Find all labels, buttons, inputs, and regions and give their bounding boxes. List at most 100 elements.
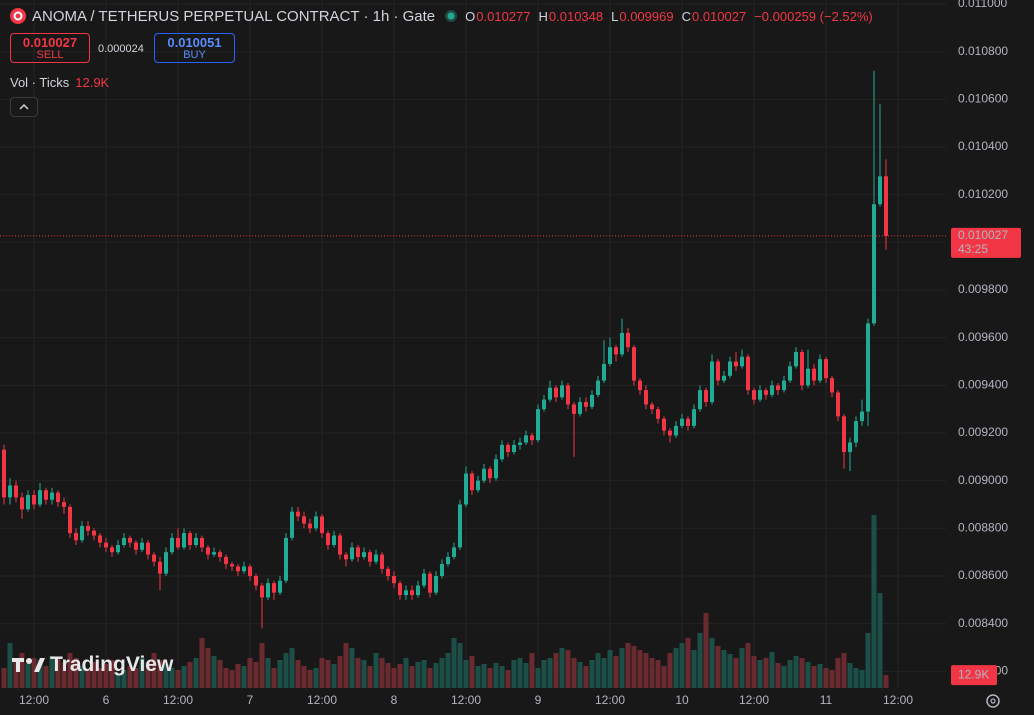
candle-body [710, 361, 714, 403]
candle-body [92, 530, 96, 536]
volume-bar [67, 653, 73, 688]
volume-bar [709, 638, 715, 688]
volume-bar [397, 664, 403, 688]
volume-bar [487, 668, 493, 688]
candle-body [26, 494, 30, 510]
volume-bar [385, 663, 391, 688]
candle-body [626, 332, 630, 348]
volume-bar [463, 660, 469, 688]
candle-body [830, 378, 834, 393]
volume-bar [655, 660, 661, 688]
candle-body [692, 409, 696, 426]
volume-bar [253, 662, 259, 688]
volume-bar [787, 660, 793, 688]
candle-body [224, 556, 228, 565]
volume-bar [79, 666, 85, 688]
candle-body [494, 459, 498, 479]
candle-body [272, 583, 276, 593]
price-change: −0.000259 (−2.52%) [754, 8, 873, 24]
volume-bar [439, 658, 445, 688]
volume-bar [313, 668, 319, 688]
volume-bar [1, 668, 7, 688]
volume-bar [475, 666, 481, 688]
buy-button[interactable]: 0.010051 BUY [154, 33, 235, 63]
candle-body [764, 390, 768, 395]
volume-bar [451, 638, 457, 688]
candle-body [344, 554, 348, 560]
volume-bar [583, 666, 589, 688]
candle-body [380, 554, 384, 569]
candle-body [578, 402, 582, 414]
volume-bar [181, 666, 187, 688]
candle-body [572, 404, 576, 414]
candle-body [476, 480, 480, 491]
volume-bar [301, 666, 307, 688]
settings-button[interactable] [986, 694, 1000, 708]
candle-body [584, 402, 588, 407]
candle-body [170, 537, 174, 553]
candle-body [428, 573, 432, 593]
candle-body [740, 356, 744, 367]
candle-body [164, 552, 168, 574]
candle-body [866, 323, 870, 412]
candle-body [74, 533, 78, 541]
sell-button[interactable]: 0.010027 SELL [10, 33, 90, 63]
candle-body [110, 547, 114, 553]
ohlc-key: H [538, 8, 548, 24]
y-tick-label: 0.008800 [958, 521, 1008, 535]
volume-bar [277, 660, 283, 688]
candle-body [650, 404, 654, 410]
candle-body [884, 176, 888, 236]
candle-body [548, 387, 552, 400]
volume-bar [331, 664, 337, 688]
symbol-title[interactable]: ANOMA / TETHERUS PERPETUAL CONTRACT · 1h… [32, 7, 436, 25]
market-status-dot [445, 10, 458, 22]
volume-bar [43, 666, 49, 688]
candle-body [116, 545, 120, 553]
sell-price: 0.010027 [22, 35, 78, 50]
price-tag-price: 0.010027 [958, 228, 1008, 242]
volume-bar [661, 666, 667, 688]
volume-bar [577, 662, 583, 688]
candle-body [470, 473, 474, 491]
volume-bar [205, 648, 211, 688]
volume-bar [667, 653, 673, 688]
volume-bar [163, 664, 169, 688]
volume-bar [637, 650, 643, 688]
volume-bar [427, 668, 433, 688]
volume-bar [343, 643, 349, 688]
candle-body [686, 418, 690, 426]
volume-title: Vol · Ticks [10, 75, 70, 90]
volume-bar [799, 658, 805, 688]
volume-bar [739, 648, 745, 688]
volume-bar [7, 643, 13, 688]
volume-bar [553, 653, 559, 688]
volume-bar [781, 666, 787, 688]
volume-bar [217, 660, 223, 688]
candle-body [152, 554, 156, 562]
volume-bar [775, 663, 781, 688]
candle-body [620, 332, 624, 355]
volume-bar [445, 653, 451, 688]
candle-body [368, 552, 372, 562]
candle-body [488, 468, 492, 479]
volume-bar [391, 668, 397, 688]
volume-bar [223, 668, 229, 688]
candle-body [542, 399, 546, 410]
volume-bar [601, 658, 607, 688]
candle-body [662, 418, 666, 431]
volume-bar [211, 656, 217, 688]
candle-body [614, 347, 618, 355]
candle-body [566, 385, 570, 405]
sell-label: SELL [36, 49, 64, 61]
candle-body [296, 511, 300, 517]
collapse-button[interactable] [10, 97, 38, 117]
volume-legend[interactable]: Vol · Ticks 12.9K [10, 75, 109, 90]
volume-bar [769, 652, 775, 688]
volume-bar [109, 660, 115, 688]
candle-body [230, 564, 234, 567]
volume-bar [61, 663, 67, 688]
volume-bar [319, 658, 325, 688]
candle-body [2, 449, 6, 498]
volume-bar [619, 648, 625, 688]
